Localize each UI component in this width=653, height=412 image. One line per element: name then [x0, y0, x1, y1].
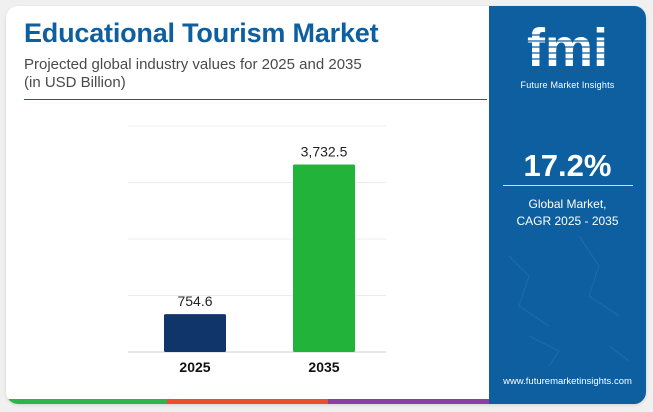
sidebar-panel: fmi Future Market Insights 17.2% Global …	[489, 6, 646, 404]
subtitle-line-1: Projected global industry values for 202…	[24, 56, 362, 73]
cagr-label-line-2: CAGR 2025 - 2035	[516, 214, 619, 228]
bar-chart: 754.6 2025 3,732.5 2035	[128, 125, 386, 375]
chart-card: Educational Tourism Market Projected glo…	[6, 6, 646, 404]
value-label-2035: 3,732.5	[301, 144, 348, 160]
cagr-value: 17.2%	[523, 148, 612, 183]
stripe-green	[6, 399, 167, 404]
subtitle-line-2: (in USD Billion)	[24, 74, 126, 91]
stripe-purple	[328, 399, 489, 404]
website-url: www.futuremarketinsights.com	[503, 376, 632, 387]
cagr-label: Global Market, CAGR 2025 - 2035	[489, 196, 646, 230]
category-label-2035: 2035	[308, 359, 339, 375]
fmi-logo-text: fmi	[527, 18, 608, 76]
bar-2035	[293, 164, 355, 352]
chart-title: Educational Tourism Market	[24, 18, 379, 48]
cagr-label-line-1: Global Market,	[528, 197, 607, 211]
fmi-logo: fmi Future Market Insights	[489, 16, 646, 90]
fmi-logo-mark: fmi	[517, 18, 619, 78]
chart-subtitle: Projected global industry values for 202…	[24, 56, 362, 92]
title-divider	[24, 99, 487, 100]
sidebar-texture	[508, 235, 630, 367]
category-label-2025: 2025	[179, 359, 210, 375]
value-label-2025: 754.6	[177, 293, 212, 309]
color-stripe	[6, 399, 489, 404]
stripe-orange	[167, 399, 328, 404]
sidebar-divider	[503, 185, 633, 186]
bar-2025	[164, 314, 226, 352]
logo-caption: Future Market Insights	[520, 80, 615, 90]
